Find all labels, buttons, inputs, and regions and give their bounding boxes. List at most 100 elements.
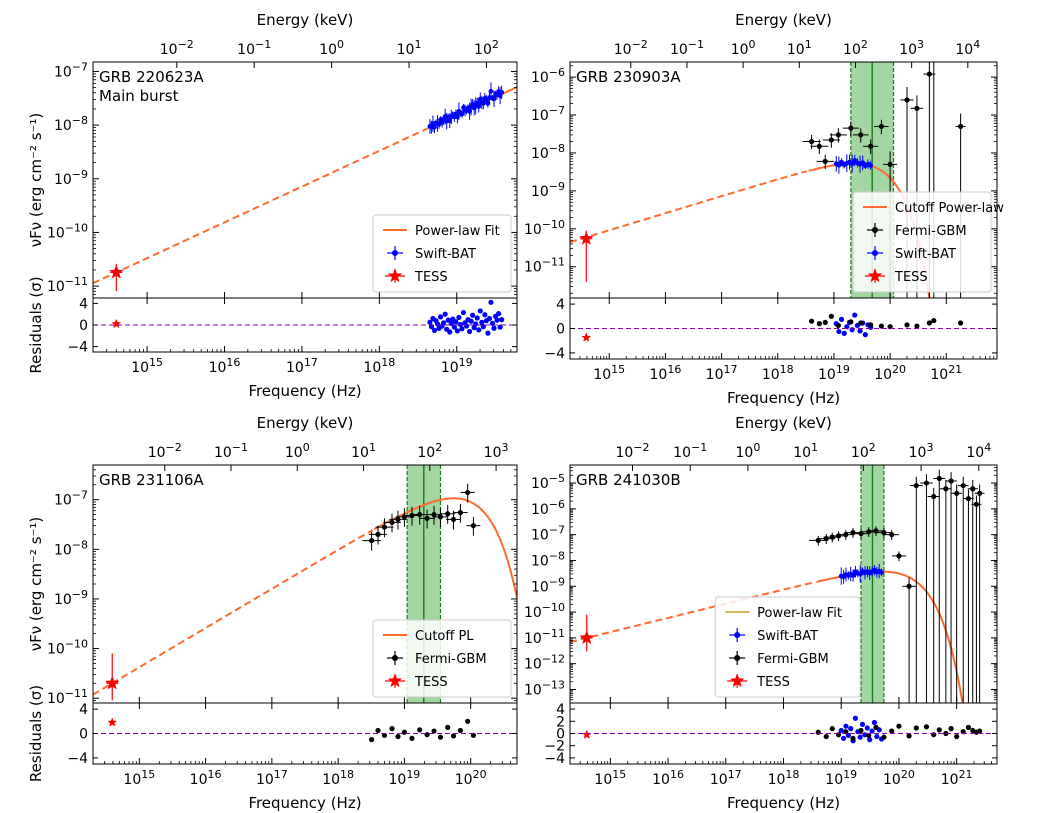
fermi-gbm-residual: [417, 727, 423, 733]
swift-bat-residual: [445, 317, 451, 323]
fermi-gbm-residual: [835, 732, 842, 738]
fermi-gbm-point: [417, 512, 423, 518]
x-axis-label: Frequency (Hz): [248, 794, 361, 812]
fermi-gbm-residual: [904, 322, 910, 328]
legend-box: [372, 214, 512, 293]
fermi-gbm-residual: [954, 733, 960, 740]
top-axis-label: Energy (keV): [735, 414, 832, 432]
swift-bat-residual: [470, 312, 476, 318]
y-tick-label: 10−8: [54, 114, 88, 134]
y-tick-label: 10−11: [47, 687, 88, 707]
fermi-gbm-point: [948, 478, 954, 484]
swift-bat-residual: [871, 719, 878, 726]
y-tick-label: 10−10: [47, 638, 88, 658]
swift-bat-residual: [857, 734, 863, 740]
legend-swift-marker: [872, 250, 878, 256]
fermi-gbm-point: [906, 583, 912, 589]
x-tick-label: 1019: [388, 768, 420, 788]
tess-residual: [111, 318, 122, 329]
y-tick-label: 10−9: [531, 575, 565, 595]
swift-bat-residual: [476, 327, 482, 333]
swift-bat-residual: [852, 312, 858, 318]
res-tick-label: 4: [556, 702, 565, 718]
fermi-gbm-point: [450, 516, 457, 523]
top-tick-label: 100: [735, 441, 760, 461]
fermi-gbm-residual: [445, 724, 451, 731]
legend-box: [714, 596, 861, 698]
fermi-gbm-point: [395, 516, 401, 523]
plot-area: [93, 82, 517, 292]
swift-bat-point: [491, 96, 497, 102]
panel-subtitle: Main burst: [99, 87, 179, 105]
fermi-gbm-residual: [931, 317, 937, 324]
swift-bat-residual: [482, 312, 488, 318]
fermi-gbm-residual: [881, 734, 887, 740]
fermi-gbm-residual: [868, 322, 874, 328]
residual-area: [581, 312, 964, 342]
swift-bat-point: [499, 89, 505, 95]
x-tick-label: 1016: [652, 768, 684, 788]
fermi-gbm-residual: [936, 727, 942, 733]
fermi-gbm-point: [889, 532, 895, 538]
swift-bat-point: [849, 161, 855, 167]
x-tick-label: 1020: [874, 363, 906, 383]
tess-residual: [107, 717, 118, 727]
model-extrapolation: [93, 127, 429, 285]
swift-bat-residual: [848, 726, 854, 732]
y-tick-label: 10−12: [524, 653, 565, 673]
legend-label: Fermi-GBM: [895, 224, 967, 239]
swift-bat-residual: [485, 330, 491, 336]
y-tick-label: 10−5: [531, 472, 565, 492]
swift-bat-residual: [479, 319, 485, 325]
fermi-gbm-residual: [457, 727, 464, 734]
residual-area: [107, 717, 477, 743]
x-tick-label: 1019: [818, 363, 850, 383]
panel-1: 10−11 10−10 10−9 10−8 10−7 4 0 −4 1015 1016 1017 10…: [27, 11, 518, 400]
y-tick-label: 10−9: [531, 180, 565, 200]
fermi-gbm-point: [878, 123, 885, 130]
fermi-gbm-point: [926, 71, 932, 77]
fermi-gbm-residual: [965, 724, 972, 731]
top-axis-label: Energy (keV): [735, 11, 832, 29]
top-tick-label: 10−2: [160, 38, 194, 58]
fermi-gbm-residual: [873, 724, 879, 731]
swift-bat-residual: [431, 327, 438, 333]
legend-label: TESS: [894, 270, 928, 285]
top-tick-label: 10−1: [670, 38, 704, 58]
x-tick-label: 1015: [123, 768, 155, 788]
top-tick-label: 103: [484, 441, 509, 461]
fermi-gbm-residual: [931, 732, 937, 738]
fermi-gbm-point: [977, 490, 983, 496]
fermi-gbm-point: [931, 493, 937, 500]
fermi-gbm-point: [424, 515, 430, 521]
fermi-gbm-point: [943, 486, 949, 492]
swift-bat-residual: [843, 723, 849, 729]
legend-label: Fermi-GBM: [757, 652, 829, 667]
panel-title: GRB 220623A: [99, 68, 204, 86]
fermi-gbm-residual: [943, 730, 949, 737]
legend-box: [852, 191, 992, 293]
top-axis-label: Energy (keV): [257, 11, 354, 29]
fermi-gbm-point: [409, 512, 415, 519]
fermi-gbm-residual: [431, 728, 437, 734]
x-tick-label: 1018: [768, 768, 800, 788]
residual-area: [111, 299, 505, 336]
top-tick-label: 102: [417, 441, 442, 461]
fermi-gbm-point: [816, 143, 822, 149]
swift-bat-residual: [460, 309, 467, 316]
fermi-gbm-residual: [948, 726, 954, 732]
top-tick-label: 101: [397, 38, 422, 58]
y-axis-label: νFν (erg cm⁻² s⁻¹): [27, 113, 45, 248]
fermi-gbm-point: [381, 524, 388, 530]
legend-tess-marker: [387, 268, 403, 283]
panel-2: 10−11 10−10 10−9 10−8 10−7 10−6 4 0 −4 1015 1016 10…: [524, 11, 1004, 407]
legend-label: Swift-BAT: [415, 247, 476, 262]
fermi-gbm-point: [954, 490, 960, 496]
fermi-gbm-residual: [465, 718, 471, 724]
fermi-gbm-point: [389, 519, 395, 525]
res-tick-label: 0: [79, 318, 88, 334]
legend-swift-marker: [734, 632, 741, 638]
fermi-gbm-point: [868, 143, 874, 149]
legend-swift-marker: [392, 250, 398, 256]
y-tick-label: 10−7: [54, 489, 88, 509]
